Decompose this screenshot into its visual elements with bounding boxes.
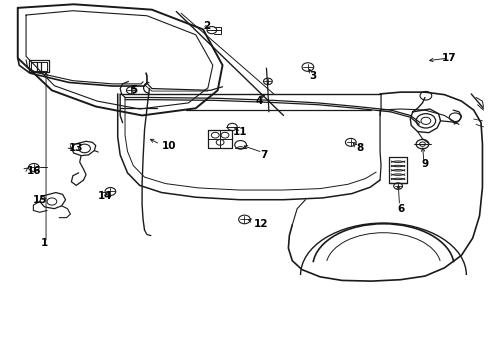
Text: 6: 6 — [396, 204, 404, 214]
Text: 1: 1 — [41, 238, 48, 248]
Text: 16: 16 — [26, 166, 41, 176]
Text: 2: 2 — [203, 21, 210, 31]
Text: 4: 4 — [255, 96, 262, 106]
Text: 10: 10 — [161, 141, 176, 151]
Text: 7: 7 — [260, 150, 267, 160]
Text: 9: 9 — [421, 159, 427, 169]
Text: 3: 3 — [308, 71, 316, 81]
Text: 12: 12 — [254, 219, 268, 229]
Text: 5: 5 — [129, 85, 137, 95]
Text: 14: 14 — [98, 191, 113, 201]
Text: 8: 8 — [356, 143, 363, 153]
Text: 17: 17 — [441, 53, 456, 63]
Text: 13: 13 — [69, 143, 83, 153]
Text: 11: 11 — [232, 127, 246, 136]
Text: 15: 15 — [32, 195, 47, 205]
